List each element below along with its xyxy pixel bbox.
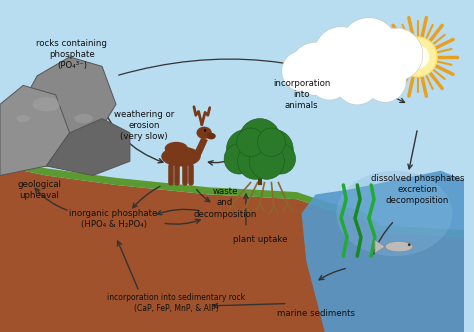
Text: weathering or
erosion
(very slow): weathering or erosion (very slow) (114, 110, 174, 141)
Polygon shape (0, 57, 116, 166)
Circle shape (314, 27, 368, 82)
Ellipse shape (74, 114, 93, 123)
Polygon shape (0, 85, 70, 176)
Circle shape (335, 59, 380, 104)
Ellipse shape (164, 142, 188, 155)
Text: waste
and
decomposition: waste and decomposition (193, 187, 257, 218)
Ellipse shape (207, 133, 216, 139)
Circle shape (371, 29, 422, 81)
Circle shape (239, 119, 281, 161)
Text: dissolved phosphates
excretion
decomposition: dissolved phosphates excretion decomposi… (371, 174, 465, 205)
Circle shape (408, 243, 410, 246)
Circle shape (340, 18, 398, 77)
Circle shape (257, 128, 285, 156)
Polygon shape (46, 119, 130, 176)
Circle shape (309, 57, 350, 100)
Polygon shape (301, 171, 464, 332)
Ellipse shape (337, 171, 452, 256)
Circle shape (406, 45, 429, 69)
Text: geological
upheaval: geological upheaval (18, 180, 62, 200)
Ellipse shape (33, 97, 60, 112)
Circle shape (237, 128, 264, 156)
Circle shape (224, 144, 254, 174)
Polygon shape (0, 159, 464, 237)
Circle shape (282, 51, 321, 91)
Circle shape (227, 129, 265, 169)
Circle shape (204, 129, 206, 131)
Polygon shape (0, 166, 464, 332)
Text: incorporation into sedimentary rock
(CaP, FeP, MnP, & AlP): incorporation into sedimentary rock (CaP… (107, 292, 246, 313)
Circle shape (290, 43, 341, 95)
Ellipse shape (16, 115, 30, 122)
Circle shape (249, 143, 284, 179)
Ellipse shape (161, 146, 201, 166)
Text: marine sediments: marine sediments (276, 309, 355, 318)
Circle shape (398, 37, 437, 77)
Text: rocks containing
phosphate
(PO₄³⁻): rocks containing phosphate (PO₄³⁻) (36, 39, 107, 70)
Circle shape (254, 129, 293, 169)
Circle shape (266, 144, 296, 174)
Circle shape (364, 59, 406, 102)
Ellipse shape (197, 126, 212, 139)
Ellipse shape (385, 241, 413, 252)
Polygon shape (375, 240, 385, 253)
Text: plant uptake: plant uptake (233, 235, 287, 244)
Polygon shape (194, 137, 208, 156)
Circle shape (237, 143, 273, 179)
Text: inorganic phosphate
(HPO₄ & H₂PO₄): inorganic phosphate (HPO₄ & H₂PO₄) (70, 209, 158, 229)
Text: incorporation
into
animals: incorporation into animals (273, 79, 330, 111)
